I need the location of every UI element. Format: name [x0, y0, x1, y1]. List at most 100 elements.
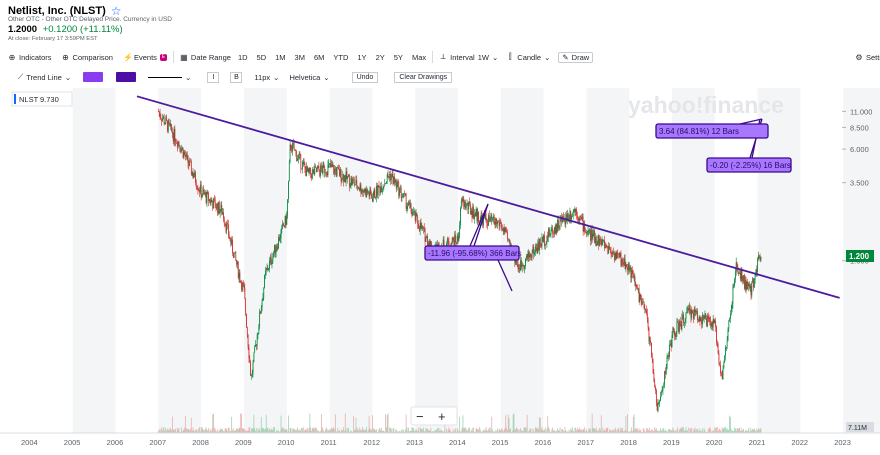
range-1y[interactable]: 1Y	[357, 52, 367, 62]
font-family-select[interactable]: Helvetica ⌄	[289, 73, 329, 82]
indicators-button[interactable]: ⊕ Indicators	[8, 53, 52, 62]
font-size-select[interactable]: 11px ⌄	[254, 73, 279, 82]
candle-body	[517, 264, 519, 269]
chart-canvas[interactable]: yahoo!finance 3.64 (84.81%) 12 Bars -0.2…	[0, 86, 880, 455]
volume-bar	[248, 427, 250, 433]
volume-bar	[261, 427, 263, 433]
candle-body	[420, 222, 422, 229]
candle-body	[199, 189, 200, 193]
candle-body	[651, 342, 652, 357]
volume-bar	[198, 428, 200, 433]
volume-bar	[681, 427, 683, 433]
range-5y[interactable]: 5Y	[393, 52, 403, 62]
volume-bar	[343, 427, 344, 433]
volume-bar	[527, 431, 529, 433]
annotation-bars-366[interactable]: -11.96 (-95.68%) 366 Bars	[424, 245, 522, 261]
clear-drawings-button[interactable]: Clear Drawings	[394, 71, 453, 83]
volume-bar	[752, 429, 754, 433]
candle-body	[587, 230, 589, 233]
candle-body	[402, 196, 404, 198]
range-1m[interactable]: 1M	[275, 52, 286, 62]
candle-body	[399, 187, 401, 189]
settings-button[interactable]: ⚙ Settings	[855, 53, 880, 62]
volume-bar	[255, 430, 256, 433]
volume-bar	[334, 429, 335, 433]
volume-bar	[547, 416, 549, 433]
volume-bar	[421, 428, 423, 433]
trend-line-tool[interactable]: ⟋ Trend Line ⌄	[18, 72, 71, 82]
volume-bar	[495, 429, 497, 433]
volume-bar	[683, 427, 684, 433]
comparison-label: Comparison	[72, 52, 113, 62]
candle-body	[280, 229, 282, 239]
volume-bar	[382, 430, 384, 433]
volume-bar	[172, 429, 174, 433]
undo-button[interactable]: Undo	[351, 71, 379, 83]
volume-bar	[381, 431, 383, 433]
zoom-out-button[interactable]: −	[416, 409, 424, 424]
italic-button[interactable]: I	[207, 71, 220, 83]
fill-color-swatch[interactable]	[83, 72, 104, 82]
candle-body	[380, 186, 382, 193]
volume-bar	[307, 430, 309, 433]
annotation-bars-12[interactable]: 3.64 (84.81%) 12 Bars	[655, 123, 769, 139]
range-6m[interactable]: 6M	[313, 52, 325, 62]
candle-body	[499, 223, 501, 227]
volume-bar	[362, 427, 363, 433]
chart-type-button[interactable]: ⫿ Candle ⌄	[506, 52, 550, 62]
date-range-button[interactable]: ▦ Date Range	[180, 53, 231, 62]
range-ytd[interactable]: YTD	[333, 52, 349, 62]
toolbar-divider	[432, 51, 434, 63]
candle-body	[451, 237, 453, 244]
zoom-in-button[interactable]: +	[438, 409, 446, 424]
candle-body	[623, 258, 625, 265]
volume-bar	[376, 431, 378, 433]
volume-bar	[710, 428, 712, 433]
volume-bar	[204, 428, 206, 433]
price-chart[interactable]: yahoo!finance 3.64 (84.81%) 12 Bars -0.2…	[0, 86, 880, 455]
range-max[interactable]: Max	[411, 52, 427, 62]
candle-body	[323, 163, 325, 166]
volume-bar	[358, 430, 359, 433]
comparison-button[interactable]: ⊕ Comparison	[62, 53, 113, 62]
candle-body	[531, 252, 533, 258]
candle-body	[388, 176, 390, 178]
volume-bar	[639, 430, 641, 433]
range-1d[interactable]: 1D	[237, 52, 248, 62]
line-color-swatch[interactable]	[116, 72, 137, 82]
volume-bar	[439, 428, 441, 433]
volume-bar	[355, 417, 357, 433]
line-style-select[interactable]: ⌄	[148, 73, 191, 82]
candle-body	[288, 161, 290, 182]
volume-bar	[538, 428, 540, 433]
volume-bar	[242, 427, 244, 433]
volume-bar	[322, 429, 324, 433]
candle-body	[679, 320, 681, 325]
events-button[interactable]: ⚡ Events E	[123, 53, 167, 62]
annotation-bars-16[interactable]: -0.20 (-2.25%) 16 Bars	[706, 157, 792, 173]
trend-line[interactable]	[136, 95, 840, 299]
candle-body	[222, 212, 223, 215]
star-icon[interactable]: ☆	[110, 4, 122, 18]
volume-bar	[295, 430, 297, 433]
volume-bar	[484, 430, 486, 433]
volume-bar	[633, 414, 635, 433]
draw-button[interactable]: ✎ Draw	[558, 51, 594, 63]
volume-bar	[398, 431, 400, 433]
candle-body	[371, 194, 372, 198]
bold-button[interactable]: B	[230, 71, 243, 83]
candle-body	[360, 184, 362, 194]
interval-button[interactable]: ⟂ Interval 1W ⌄	[439, 52, 498, 62]
volume-bar	[438, 431, 440, 433]
candle-body	[525, 258, 526, 266]
x-tick-label: 2021	[749, 438, 766, 447]
trend-line-label: Trend Line	[26, 72, 62, 82]
range-3m[interactable]: 3M	[294, 52, 305, 62]
volume-bar	[570, 428, 572, 433]
volume-bar	[202, 429, 204, 433]
candle-body	[321, 168, 323, 174]
range-2y[interactable]: 2Y	[375, 52, 385, 62]
volume-bar	[306, 427, 308, 433]
range-5d[interactable]: 5D	[256, 52, 267, 62]
candle-body	[596, 243, 598, 246]
